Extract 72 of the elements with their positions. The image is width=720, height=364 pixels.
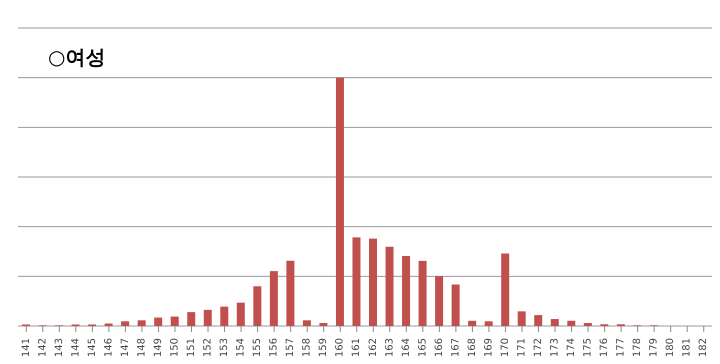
bar (369, 238, 377, 326)
x-tick-label: 153 (219, 338, 230, 358)
x-tick-label: 179 (648, 338, 660, 358)
x-tick-label: 161 (351, 338, 362, 358)
bar (138, 320, 146, 326)
x-tick-label: 167 (450, 338, 462, 358)
bar (220, 306, 228, 326)
x-tick-label: 174 (566, 338, 578, 358)
bar (319, 323, 328, 326)
x-tick-label: 176 (599, 338, 610, 358)
x-tick-label: 181 (682, 338, 693, 358)
bar (435, 276, 444, 326)
bar (154, 318, 162, 326)
x-tick-label: 158 (302, 338, 313, 358)
x-tick-label: 155 (252, 338, 264, 358)
x-tick-label: 182 (698, 338, 710, 358)
x-tick-label: 143 (54, 338, 65, 358)
x-tick-label: 170 (500, 338, 511, 358)
x-tick-label: 160 (334, 338, 346, 358)
x-tick-label: 177 (616, 338, 627, 358)
bar (567, 320, 576, 326)
x-tick-label: 164 (400, 338, 412, 358)
bar (270, 271, 278, 326)
bar (501, 253, 510, 326)
x-tick-label: 175 (582, 338, 594, 358)
x-tick-label: 159 (318, 338, 330, 358)
x-tick-label: 156 (268, 338, 280, 358)
bar (468, 320, 476, 326)
x-tick-label: 145 (86, 338, 98, 358)
x-tick-label: 141 (20, 338, 32, 358)
bar (204, 310, 212, 326)
chart-title: ○여성 (46, 44, 108, 71)
x-tick-label: 168 (466, 338, 478, 358)
bar (584, 323, 592, 326)
bar (386, 246, 394, 326)
bar (121, 321, 130, 326)
x-tick-label: 152 (202, 338, 214, 358)
x-tick-label: 150 (169, 338, 180, 358)
bar (418, 260, 427, 326)
bar (352, 237, 360, 326)
bar (402, 256, 410, 326)
bar (484, 321, 493, 326)
x-tick-label: 178 (632, 338, 644, 358)
x-tick-label: 171 (516, 338, 528, 358)
x-tick-label: 172 (533, 338, 544, 358)
x-tick-label: 154 (236, 338, 247, 358)
bar (518, 311, 526, 326)
x-tick-label: 173 (550, 338, 561, 358)
x-tick-label: 146 (103, 338, 114, 358)
x-tick-label: 147 (120, 338, 131, 358)
x-tick-label: 142 (37, 338, 48, 358)
bar (336, 78, 344, 326)
bar (302, 320, 311, 326)
bar (286, 260, 294, 326)
x-tick-label: 166 (434, 338, 445, 358)
x-tick-label: 151 (186, 338, 197, 358)
bar (187, 312, 196, 326)
x-tick-label: 148 (136, 338, 148, 358)
bar (236, 302, 245, 326)
x-tick-label: 169 (483, 338, 494, 358)
x-tick-label: 180 (665, 338, 676, 358)
x-tick-label: 149 (152, 338, 164, 358)
bar (452, 284, 460, 326)
x-tick-label: 163 (384, 338, 396, 358)
x-tick-label: 144 (70, 338, 82, 358)
bar (170, 316, 179, 326)
x-tick-label: 162 (368, 338, 379, 358)
x-tick-label: 157 (285, 338, 296, 358)
bar (550, 319, 559, 326)
bar (253, 286, 262, 326)
bar (534, 315, 542, 326)
x-tick-label: 165 (417, 338, 428, 358)
